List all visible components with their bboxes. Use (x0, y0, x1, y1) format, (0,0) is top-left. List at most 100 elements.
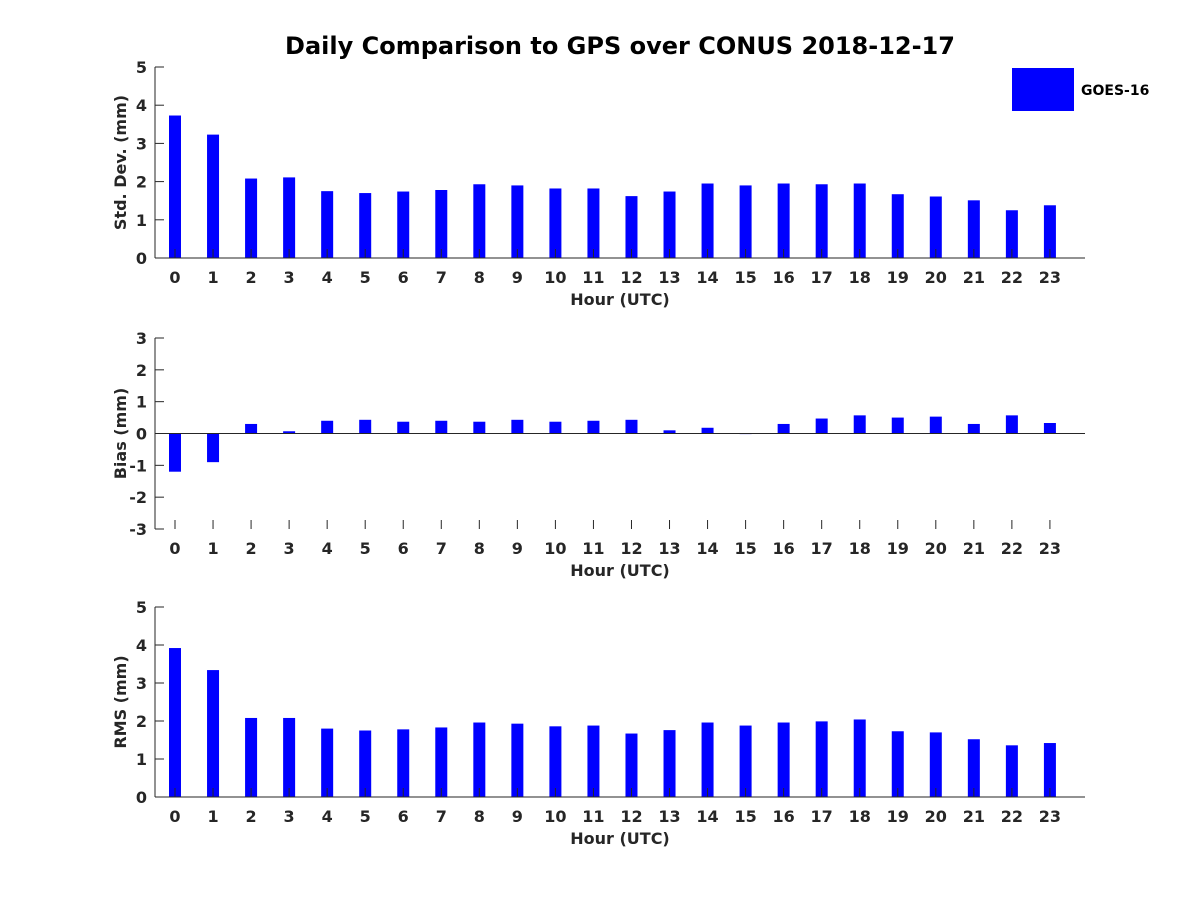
x-tick-label: 21 (963, 807, 985, 826)
bar-hour-13 (663, 191, 676, 258)
x-axis-label: Hour (UTC) (570, 290, 670, 309)
x-tick-label: 14 (696, 268, 718, 287)
x-tick-label: 22 (1001, 807, 1023, 826)
x-tick-label: 19 (887, 268, 909, 287)
x-tick-label: 18 (849, 539, 871, 558)
x-tick-label: 12 (620, 807, 642, 826)
bar-hour-10 (549, 421, 562, 434)
bar-hour-4 (321, 191, 334, 258)
bar-hour-16 (777, 423, 790, 434)
bar-hour-19 (891, 731, 904, 797)
x-tick-label: 8 (474, 539, 485, 558)
bar-hour-9 (511, 185, 524, 258)
x-tick-label: 7 (436, 807, 447, 826)
x-tick-label: 0 (169, 807, 180, 826)
bar-hour-5 (359, 193, 372, 258)
bar-hour-1 (207, 433, 220, 463)
y-tick-label: 1 (136, 750, 147, 769)
bar-hour-8 (473, 421, 486, 434)
x-tick-label: 2 (246, 268, 257, 287)
bar-hour-10 (549, 726, 562, 797)
bar-hour-9 (511, 419, 524, 434)
bar-hour-14 (701, 722, 714, 797)
bar-hour-16 (777, 183, 790, 258)
y-tick-label: 5 (136, 598, 147, 617)
bar-hour-18 (853, 719, 866, 797)
y-tick-label: 3 (136, 674, 147, 693)
x-tick-label: 13 (658, 268, 680, 287)
x-tick-label: 3 (284, 539, 295, 558)
x-tick-label: 10 (544, 807, 566, 826)
x-tick-label: 23 (1039, 807, 1061, 826)
y-tick-label: -1 (129, 456, 147, 475)
bar-hour-7 (435, 190, 448, 258)
bar-hour-9 (511, 723, 524, 797)
bar-hour-8 (473, 184, 486, 258)
y-tick-label: 5 (136, 58, 147, 77)
x-tick-label: 8 (474, 807, 485, 826)
bar-hour-12 (625, 733, 638, 797)
bar-hour-15 (739, 185, 752, 258)
x-tick-label: 16 (773, 268, 795, 287)
bar-hour-2 (245, 717, 258, 797)
bar-hour-6 (397, 191, 410, 258)
bar-hour-18 (853, 183, 866, 258)
bar-hour-20 (929, 732, 942, 797)
bar-hour-7 (435, 420, 448, 434)
x-tick-label: 17 (811, 807, 833, 826)
x-tick-label: 0 (169, 268, 180, 287)
x-tick-label: 6 (398, 268, 409, 287)
y-tick-label: 2 (136, 173, 147, 192)
y-axis-label: Bias (mm) (111, 388, 130, 480)
bar-hour-14 (701, 427, 714, 434)
x-tick-label: 1 (207, 807, 218, 826)
x-tick-label: 5 (360, 268, 371, 287)
x-tick-label: 22 (1001, 268, 1023, 287)
x-axis-label: Hour (UTC) (570, 561, 670, 580)
bar-hour-18 (853, 415, 866, 434)
x-tick-label: 16 (773, 807, 795, 826)
x-tick-label: 1 (207, 539, 218, 558)
y-tick-label: -3 (129, 520, 147, 539)
x-tick-label: 5 (360, 539, 371, 558)
x-tick-label: 9 (512, 539, 523, 558)
x-tick-label: 18 (849, 268, 871, 287)
bar-hour-2 (245, 178, 258, 258)
bar-hour-15 (739, 725, 752, 797)
x-tick-label: 9 (512, 807, 523, 826)
bar-hour-8 (473, 722, 486, 797)
bar-hour-1 (207, 134, 220, 258)
x-tick-label: 13 (658, 807, 680, 826)
bar-hour-6 (397, 729, 410, 797)
x-tick-label: 10 (544, 539, 566, 558)
y-tick-label: -2 (129, 488, 147, 507)
y-tick-label: 0 (136, 788, 147, 807)
x-tick-label: 12 (620, 539, 642, 558)
x-tick-label: 4 (322, 539, 333, 558)
bar-hour-22 (1005, 415, 1018, 434)
x-tick-label: 17 (811, 539, 833, 558)
legend: GOES-16 (1012, 68, 1149, 111)
y-axis-label: Std. Dev. (mm) (111, 95, 130, 230)
bar-hour-13 (663, 430, 676, 434)
y-tick-label: 3 (136, 329, 147, 348)
y-tick-label: 3 (136, 134, 147, 153)
x-tick-label: 7 (436, 268, 447, 287)
legend-swatch-goes-16 (1012, 68, 1074, 111)
x-tick-label: 6 (398, 539, 409, 558)
bar-hour-17 (815, 418, 828, 434)
x-tick-label: 12 (620, 268, 642, 287)
y-tick-label: 4 (136, 636, 147, 655)
y-axis-label: RMS (mm) (111, 655, 130, 748)
bar-hour-6 (397, 421, 410, 434)
x-tick-label: 4 (322, 268, 333, 287)
bar-hour-23 (1043, 205, 1056, 258)
bar-hour-17 (815, 721, 828, 797)
bar-hour-22 (1005, 745, 1018, 797)
bar-hour-21 (967, 739, 980, 797)
x-tick-label: 7 (436, 539, 447, 558)
bar-hour-3 (283, 717, 296, 797)
chart-title: Daily Comparison to GPS over CONUS 2018-… (285, 32, 955, 60)
x-tick-label: 21 (963, 268, 985, 287)
